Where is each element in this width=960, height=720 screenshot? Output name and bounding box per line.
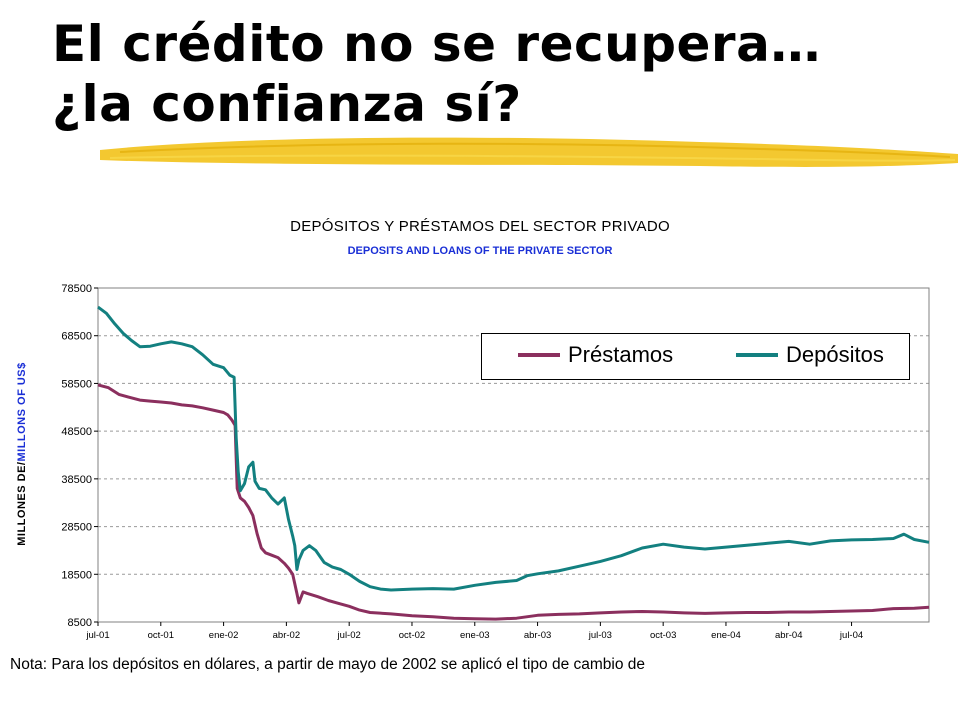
y-tick-label: 8500 xyxy=(68,617,92,629)
y-tick-label: 68500 xyxy=(61,331,92,343)
slide-title-line-2: ¿la confianza sí? xyxy=(52,75,522,133)
legend-item-depositos: Depósitos xyxy=(736,342,884,368)
y-axis-label: MILLONES DE/MILLONS OF US$ xyxy=(16,289,28,619)
series-lines xyxy=(97,305,930,621)
legend-label-depositos: Depósitos xyxy=(786,342,884,367)
x-tick-label: ene-04 xyxy=(711,630,741,641)
y-tick-label: 58500 xyxy=(61,378,92,390)
series-line-depositos xyxy=(97,305,930,592)
footnote: Nota: Para los depósitos en dólares, a p… xyxy=(10,656,646,673)
legend-item-prestamos: Préstamos xyxy=(518,342,673,368)
x-tick-label: ene-03 xyxy=(460,630,490,641)
x-tick-label: oct-01 xyxy=(148,630,174,641)
plot-area-border xyxy=(97,287,930,623)
y-tick-label: 28500 xyxy=(61,522,92,534)
legend-label-prestamos: Préstamos xyxy=(568,342,674,367)
x-tick-label: oct-03 xyxy=(650,630,676,641)
x-tick-label: jul-03 xyxy=(588,630,612,641)
x-tick-label: jul-01 xyxy=(85,630,109,641)
slide-title-line-1: El crédito no se recupera… xyxy=(52,15,821,73)
axes: 8500 18500 28500 38500 48500 58500 68500 78500 j… xyxy=(61,283,863,641)
y-axis-label-part-1: MILLONES DE/ xyxy=(16,461,28,546)
y-tick-label: 78500 xyxy=(61,283,92,295)
x-tick-label: abr-02 xyxy=(273,630,300,641)
x-tick-label: jul-04 xyxy=(839,630,863,641)
y-tick-label: 48500 xyxy=(61,426,92,438)
x-tick-label: abr-04 xyxy=(775,630,802,641)
x-tick-label: oct-02 xyxy=(399,630,425,641)
series-line-prestamos xyxy=(97,383,930,621)
legend-swatch-depositos xyxy=(736,353,778,357)
chart-subtitle: DEPOSITS AND LOANS OF THE PRIVATE SECTOR xyxy=(347,245,613,257)
slide-title: El crédito no se recupera… ¿la confianza… xyxy=(52,14,821,134)
x-tick-label: abr-03 xyxy=(524,630,551,641)
y-axis-label-part-2: MILLONS OF US$ xyxy=(16,362,28,462)
chart-legend: Préstamos Depósitos xyxy=(481,333,910,380)
y-tick-label: 38500 xyxy=(61,474,92,486)
x-tick-label: ene-02 xyxy=(209,630,239,641)
chart-title: DEPÓSITOS Y PRÉSTAMOS DEL SECTOR PRIVADO xyxy=(290,218,670,235)
x-tick-label: jul-02 xyxy=(337,630,361,641)
legend-swatch-prestamos xyxy=(518,353,560,357)
y-tick-label: 18500 xyxy=(61,569,92,581)
